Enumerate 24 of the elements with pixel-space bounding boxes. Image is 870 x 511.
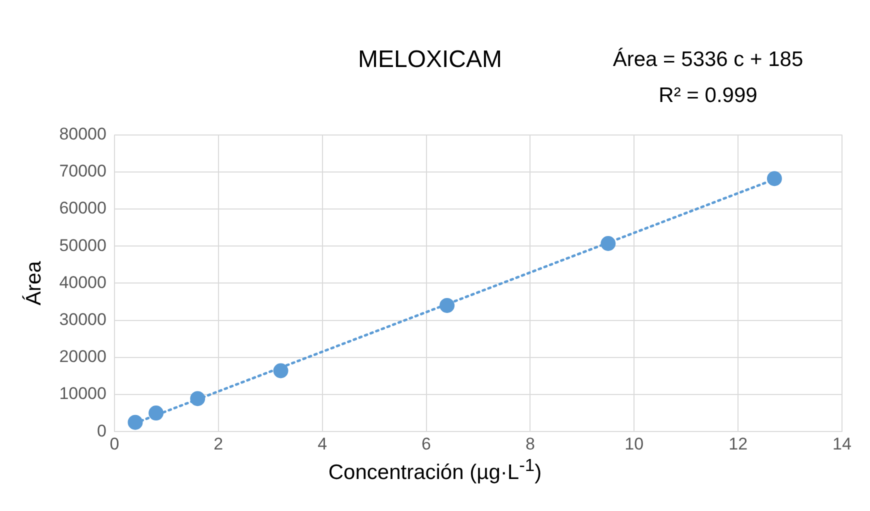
y-tick-label: 60000 [59, 198, 106, 218]
text: R² = 0.999 [658, 84, 758, 107]
x-tick-label: 2 [214, 434, 224, 454]
x-tick-label: 14 [832, 434, 852, 454]
x-tick-label: 6 [422, 434, 432, 454]
y-tick-label: 30000 [59, 310, 106, 329]
y-tick-label: 80000 [59, 124, 106, 144]
point [766, 171, 782, 186]
x-tick-label: 8 [525, 434, 535, 454]
text: Área = 5336 c + 185 [612, 47, 804, 71]
y-tick-label: 0 [97, 421, 106, 440]
y-tick-label: 40000 [59, 272, 106, 292]
y-tick-label: 70000 [59, 162, 106, 181]
x-tick-label: 4 [318, 434, 328, 454]
point [128, 414, 143, 430]
y-tick-label: 10000 [59, 384, 106, 404]
y-tick-label: 20000 [59, 347, 106, 366]
x-tick-label: 10 [624, 434, 644, 454]
chart-title: MELOXICAM [358, 46, 502, 74]
x-axis-title: Concentración (µg·L$^{-1}$) [327, 455, 543, 485]
y-axis-title: Área [21, 260, 46, 306]
y-tick-label: 50000 [59, 236, 106, 255]
x-tick-label: 0 [110, 434, 120, 454]
x-tick-label: 12 [728, 434, 748, 454]
